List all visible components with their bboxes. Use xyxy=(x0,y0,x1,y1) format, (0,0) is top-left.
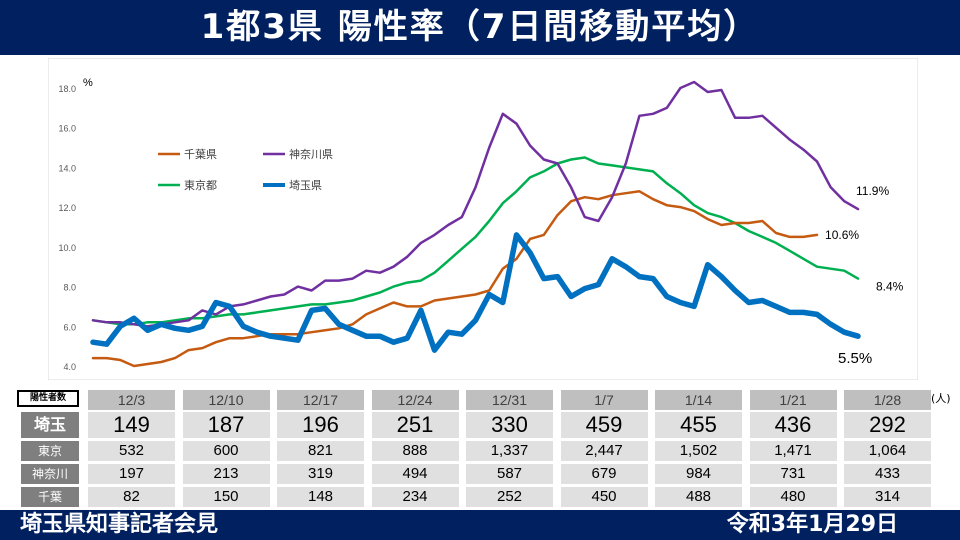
legend-label: 東京都 xyxy=(184,178,217,192)
end-label-千葉県: 10.6% xyxy=(825,228,859,242)
table-cell: 436 xyxy=(749,412,837,438)
table-cell: 314 xyxy=(844,487,931,507)
end-label-東京都: 8.4% xyxy=(876,280,904,294)
table-unit: (人) xyxy=(931,392,951,405)
legend-label: 埼玉県 xyxy=(289,178,322,192)
table-cell: 196 xyxy=(277,412,364,438)
legend-label: 神奈川県 xyxy=(289,147,333,161)
table-cell: 197 xyxy=(88,464,175,484)
table-cell: 252 xyxy=(466,487,553,507)
table-cell: 234 xyxy=(371,487,459,507)
table-cell: 600 xyxy=(182,441,270,461)
y-axis-unit: % xyxy=(83,77,93,89)
table-cell: 455 xyxy=(655,412,742,438)
table-cell: 494 xyxy=(371,464,459,484)
footer-bar: 埼玉県知事記者会見 令和3年1月29日 xyxy=(0,510,960,540)
y-tick-label: 14.0 xyxy=(58,163,76,173)
table-cell: 888 xyxy=(371,441,459,461)
table-cell: 731 xyxy=(749,464,837,484)
series-line-千葉県 xyxy=(91,190,819,368)
table-cell: 821 xyxy=(277,441,364,461)
table-cell: 149 xyxy=(88,412,175,438)
table-row-label: 東京 xyxy=(21,441,79,461)
table-cell: 1,502 xyxy=(655,441,742,461)
table-cell: 587 xyxy=(466,464,553,484)
table-cell: 319 xyxy=(277,464,364,484)
table-date-header: 12/17 xyxy=(277,390,364,410)
series-line-東京都 xyxy=(91,156,860,326)
table-cell: 150 xyxy=(182,487,270,507)
y-tick-label: 8.0 xyxy=(63,283,76,293)
y-tick-label: 10.0 xyxy=(58,243,76,253)
table-cell: 251 xyxy=(371,412,459,438)
table-cell: 148 xyxy=(277,487,364,507)
y-tick-label: 18.0 xyxy=(58,84,76,94)
table-cell: 532 xyxy=(88,441,175,461)
table-cell: 213 xyxy=(182,464,270,484)
y-tick-label: 4.0 xyxy=(63,362,76,372)
table-cell: 2,447 xyxy=(560,441,648,461)
table-date-header: 12/31 xyxy=(466,390,553,410)
series-line-神奈川県 xyxy=(91,80,860,328)
y-tick-label: 16.0 xyxy=(58,124,76,134)
table-date-header: 1/7 xyxy=(560,390,648,410)
end-label-埼玉県: 5.5% xyxy=(838,350,872,367)
table-cell: 450 xyxy=(560,487,648,507)
y-tick-label: 12.0 xyxy=(58,203,76,213)
table-cell: 1,471 xyxy=(749,441,837,461)
table-row-label: 神奈川 xyxy=(21,464,79,484)
table-cell: 187 xyxy=(182,412,270,438)
table-cell: 433 xyxy=(844,464,931,484)
footer-date: 令和3年1月29日 xyxy=(726,512,898,537)
table-date-header: 1/28 xyxy=(844,390,931,410)
table-date-header: 12/10 xyxy=(182,390,270,410)
table-cell: 330 xyxy=(466,412,553,438)
table-cell: 679 xyxy=(560,464,648,484)
positivity-line-chart: % 4.0 6.0 8.0 10.0 12.0 14.0 16.0 18.0 10.6% 11.… xyxy=(48,58,918,380)
table-cell: 488 xyxy=(655,487,742,507)
table-date-header: 12/24 xyxy=(371,390,459,410)
legend-label: 千葉県 xyxy=(184,147,217,161)
table-cell: 82 xyxy=(88,487,175,507)
table-cell: 1,337 xyxy=(466,441,553,461)
title-bar: 1都3県 陽性率（7日間移動平均） xyxy=(0,0,960,55)
end-label-神奈川県: 11.9% xyxy=(856,184,889,198)
table-date-header: 1/14 xyxy=(655,390,742,410)
footer-event: 埼玉県知事記者会見 xyxy=(20,512,219,537)
chart-area xyxy=(48,58,918,380)
table-cell: 459 xyxy=(560,412,648,438)
table-cell: 984 xyxy=(655,464,742,484)
table-cell: 292 xyxy=(844,412,931,438)
cases-table: 12/3 12/10 12/17 12/24 12/31 1/7 1/14 1/21 1/28 1… xyxy=(0,386,960,508)
table-date-header: 12/3 xyxy=(88,390,175,410)
table-row-label: 埼玉 xyxy=(21,412,79,438)
page-title: 1都3県 陽性率（7日間移動平均） xyxy=(200,7,760,47)
series-line-埼玉県 xyxy=(90,232,861,353)
y-tick-label: 6.0 xyxy=(63,322,76,332)
table-row-label: 千葉 xyxy=(21,487,79,507)
table-cell: 480 xyxy=(749,487,837,507)
table-date-header: 1/21 xyxy=(749,390,837,410)
table-cell: 1,064 xyxy=(844,441,931,461)
table-header-cases: 陽性者数 xyxy=(17,390,79,407)
